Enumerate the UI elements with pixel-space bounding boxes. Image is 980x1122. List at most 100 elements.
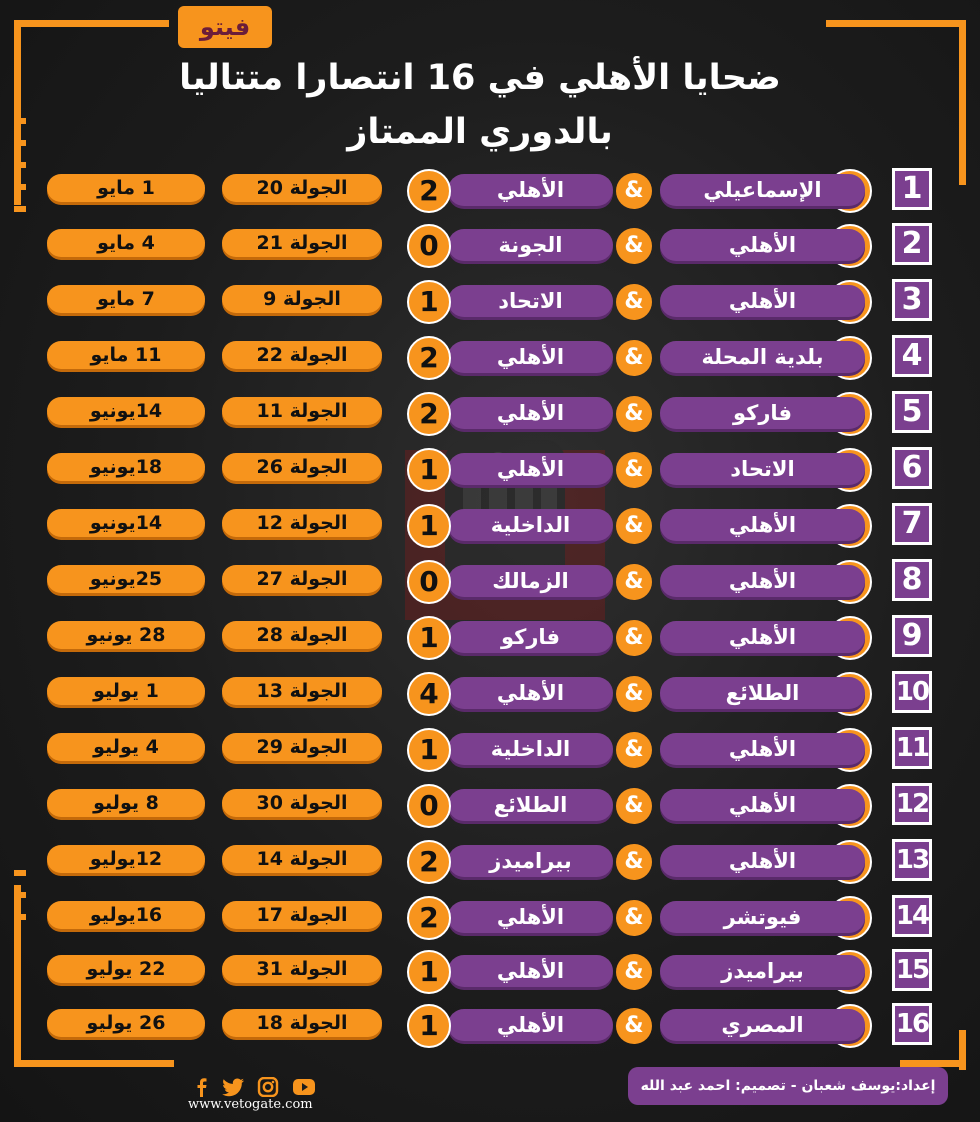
home-team: الأهلي <box>660 733 865 765</box>
frame-dash <box>14 914 26 920</box>
match-date: 14يونيو <box>47 397 205 425</box>
youtube-icon[interactable] <box>292 1077 316 1097</box>
match-date: 22 يوليو <box>47 955 205 983</box>
match-number-label: 6 <box>895 450 929 486</box>
match-number-label: 10 <box>895 674 930 710</box>
match-number-label: 2 <box>895 226 929 262</box>
frame-dash <box>14 184 26 190</box>
match-date: 11 مايو <box>47 341 205 369</box>
vs-symbol: & <box>616 620 652 656</box>
home-team: الأهلي <box>660 509 865 541</box>
match-date: 14يونيو <box>47 509 205 537</box>
away-score: 4 <box>407 672 451 716</box>
website-link[interactable]: www.vetogate.com <box>188 1097 313 1112</box>
match-date: 4 مايو <box>47 229 205 257</box>
away-score: 0 <box>407 224 451 268</box>
match-date: 25يونيو <box>47 565 205 593</box>
match-number: 15 <box>892 949 932 991</box>
away-score: 2 <box>407 896 451 940</box>
match-number-label: 5 <box>895 394 929 430</box>
match-number: 2 <box>892 223 932 265</box>
instagram-icon[interactable] <box>256 1077 280 1097</box>
vs-symbol: & <box>616 173 652 209</box>
vs-symbol: & <box>616 676 652 712</box>
match-number: 8 <box>892 559 932 601</box>
round-label: الجولة 28 <box>222 621 382 649</box>
frame-dash <box>14 162 26 168</box>
home-team: بلدية المحلة <box>660 341 865 373</box>
match-date: 28 يونيو <box>47 621 205 649</box>
twitter-icon[interactable] <box>222 1077 246 1097</box>
away-score: 2 <box>407 392 451 436</box>
vs-symbol: & <box>616 844 652 880</box>
away-score: 1 <box>407 280 451 324</box>
home-team: الإسماعيلي <box>660 174 865 206</box>
match-number: 11 <box>892 727 932 769</box>
away-score: 1 <box>407 728 451 772</box>
round-label: الجولة 29 <box>222 733 382 761</box>
match-date: 18يونيو <box>47 453 205 481</box>
away-score: 2 <box>407 336 451 380</box>
away-team: الجونة <box>448 229 613 261</box>
vs-symbol: & <box>616 340 652 376</box>
facebook-icon[interactable] <box>190 1077 214 1097</box>
round-label: الجولة 17 <box>222 901 382 929</box>
page-subtitle: بالدوري الممتاز <box>347 112 613 152</box>
round-label: الجولة 18 <box>222 1009 382 1037</box>
away-team: الأهلي <box>448 397 613 429</box>
match-date: 1 مايو <box>47 174 205 202</box>
home-team: المصري <box>660 1009 865 1041</box>
vs-symbol: & <box>616 1008 652 1044</box>
round-label: الجولة 11 <box>222 397 382 425</box>
away-team: فاركو <box>448 621 613 653</box>
frame-left-bottom <box>14 885 21 1065</box>
frame-top-left <box>14 20 169 27</box>
match-number-label: 12 <box>895 786 930 822</box>
home-team: الاتحاد <box>660 453 865 485</box>
round-label: الجولة 30 <box>222 789 382 817</box>
away-score: 1 <box>407 950 451 994</box>
home-team: الأهلي <box>660 621 865 653</box>
home-team: الأهلي <box>660 565 865 597</box>
away-team: الأهلي <box>448 677 613 709</box>
vs-symbol: & <box>616 452 652 488</box>
match-date: 4 يوليو <box>47 733 205 761</box>
round-label: الجولة 31 <box>222 955 382 983</box>
match-number-label: 9 <box>895 618 929 654</box>
match-number-label: 11 <box>895 730 930 766</box>
match-number: 9 <box>892 615 932 657</box>
vs-symbol: & <box>616 228 652 264</box>
match-number: 13 <box>892 839 932 881</box>
match-number-label: 13 <box>895 842 930 878</box>
home-team: الأهلي <box>660 789 865 821</box>
vs-symbol: & <box>616 732 652 768</box>
vs-symbol: & <box>616 900 652 936</box>
away-score: 1 <box>407 616 451 660</box>
match-date: 26 يوليو <box>47 1009 205 1037</box>
page-title: ضحايا الأهلي في 16 انتصارا متتاليا <box>179 58 781 98</box>
match-number-label: 7 <box>895 506 929 542</box>
match-number: 10 <box>892 671 932 713</box>
vs-symbol: & <box>616 564 652 600</box>
match-number-label: 14 <box>895 898 930 934</box>
match-date: 8 يوليو <box>47 789 205 817</box>
round-label: الجولة 21 <box>222 229 382 257</box>
round-label: الجولة 27 <box>222 565 382 593</box>
match-number-label: 3 <box>895 282 929 318</box>
home-team: الأهلي <box>660 845 865 877</box>
home-team: الطلائع <box>660 677 865 709</box>
frame-bottom-left <box>14 1060 174 1067</box>
match-number: 12 <box>892 783 932 825</box>
match-number-label: 1 <box>895 171 929 207</box>
frame-dash <box>14 140 26 146</box>
away-score: 1 <box>407 448 451 492</box>
